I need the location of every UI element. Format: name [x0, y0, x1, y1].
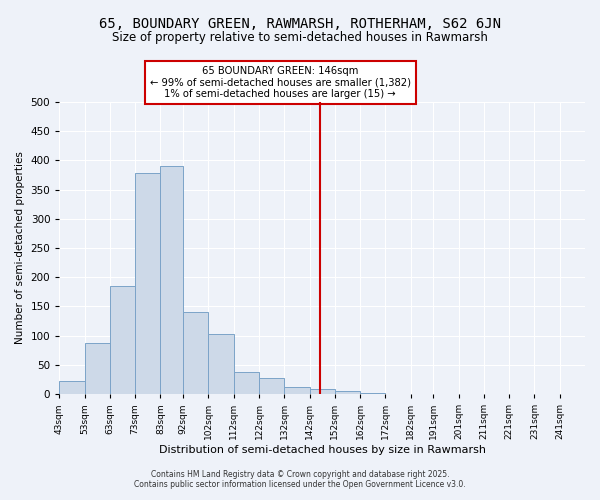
- Text: 65 BOUNDARY GREEN: 146sqm
← 99% of semi-detached houses are smaller (1,382)
1% o: 65 BOUNDARY GREEN: 146sqm ← 99% of semi-…: [149, 66, 410, 99]
- Bar: [183, 312, 208, 394]
- Bar: [85, 342, 110, 394]
- Bar: [234, 372, 259, 394]
- X-axis label: Distribution of semi-detached houses by size in Rawmarsh: Distribution of semi-detached houses by …: [158, 445, 485, 455]
- Bar: [59, 381, 85, 394]
- Bar: [110, 286, 135, 394]
- Bar: [135, 174, 160, 394]
- Bar: [360, 393, 385, 394]
- Y-axis label: Number of semi-detached properties: Number of semi-detached properties: [15, 152, 25, 344]
- Bar: [335, 391, 360, 394]
- Text: 65, BOUNDARY GREEN, RAWMARSH, ROTHERHAM, S62 6JN: 65, BOUNDARY GREEN, RAWMARSH, ROTHERHAM,…: [99, 18, 501, 32]
- Bar: [310, 390, 335, 394]
- Bar: [259, 378, 284, 394]
- Bar: [208, 334, 234, 394]
- Text: Contains HM Land Registry data © Crown copyright and database right 2025.
Contai: Contains HM Land Registry data © Crown c…: [134, 470, 466, 489]
- Text: Size of property relative to semi-detached houses in Rawmarsh: Size of property relative to semi-detach…: [112, 31, 488, 44]
- Bar: [284, 387, 310, 394]
- Bar: [160, 166, 183, 394]
